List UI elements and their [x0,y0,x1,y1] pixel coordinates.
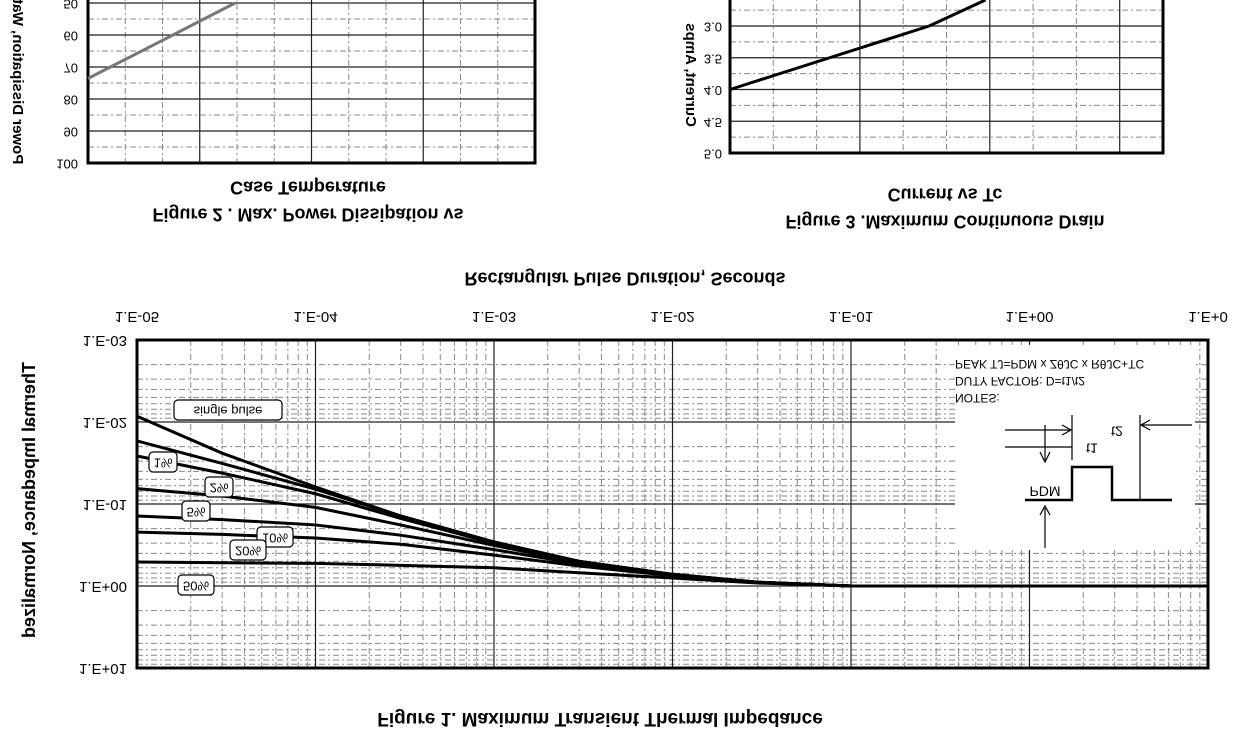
series-label-box [229,539,267,561]
y-tick-label: 90 [64,125,78,140]
diagram-label: PDM [1029,483,1060,499]
pulse-diagram [1025,465,1172,502]
y-tick-label: 3.5 [704,51,722,66]
data-line [136,560,1208,588]
y-tick-label: 80 [64,93,78,108]
series-label: 10% [262,531,288,546]
chart-title: Figure 1. Maximum Transient Thermal Impe… [377,708,823,729]
pulse-wave [1025,465,1172,502]
x-tick-label: 1.E-01 [829,308,873,325]
diagram-arrows [1005,415,1192,548]
note: DUTY FACTOR: D=t1/t2 [955,374,1085,388]
series-label: single pulse [194,404,263,419]
plot-frame [728,0,1165,155]
arrow-head [1039,451,1051,464]
x-tick-label: 1.E-04 [293,308,337,325]
y-axis-label: Power Dissipation, Watts [9,0,26,164]
chart-title: Figure 2 . Max. Power Dissipation vs [152,204,463,224]
y-tick-label: 1.E-03 [83,332,127,349]
x-tick-label: 1.E-03 [472,308,516,325]
y-tick-label: 4.0 [704,83,722,98]
y-tick-label: 3.0 [704,20,722,35]
y-tick-label: 70 [64,61,78,76]
diagram-label: t1 [1086,440,1098,456]
data-line [87,1,236,80]
x-tick-label: 1.E+0 [1188,308,1228,325]
y-axis-label: Thermal Impedance, Normalized [19,362,39,638]
x-tick-label: 1.E-02 [650,308,694,325]
x-axis-label: Rectangular Pulse Duration, Seconds [464,268,785,288]
chart-title: Case Temperature [230,177,386,197]
y-tick-label: 5.0 [704,147,722,162]
y-tick-label: 1.E+00 [79,578,127,595]
x-tick-label: 1.E-05 [115,308,159,325]
y-tick-label: 50 [64,0,78,12]
diagram-label: t2 [1111,423,1123,439]
series-label: 5% [187,505,206,520]
series-label: 1% [154,456,173,471]
series-label-box [177,574,215,596]
arrow-head [1039,504,1051,516]
y-tick-label: 60 [64,29,78,44]
note: NOTES: [955,391,1000,405]
y-tick-label: 1.E-02 [83,414,127,431]
y-tick-label: 1.E-01 [83,496,127,513]
series-label-box [173,399,283,421]
notes-box [955,345,1195,550]
y-tick-label: 100 [56,157,78,172]
series-label: 20% [235,544,261,559]
y-axis-label: Current, Amps [682,23,699,127]
series-label-box [148,451,178,473]
series-label-box [181,500,211,522]
arrow-head [1061,424,1073,436]
plot-frame [135,338,1210,670]
series-label: 2% [210,481,229,496]
y-tick-label: 1.E+01 [79,660,127,677]
note: PEAK TJ=PDM x ZθJC x RθJC+TC [955,357,1144,371]
x-tick-label: 1.E+00 [1006,308,1054,325]
chart-title: Figure 3 .Maximum Continuous Drain [785,211,1104,231]
data-line [729,0,987,91]
series-label-box [204,476,234,498]
arrow-head [1139,419,1151,431]
plot-frame [86,0,537,165]
series-label: 50% [183,579,209,594]
chart-title: Current vs Tc [888,184,1003,204]
y-tick-label: 4.5 [704,115,722,130]
